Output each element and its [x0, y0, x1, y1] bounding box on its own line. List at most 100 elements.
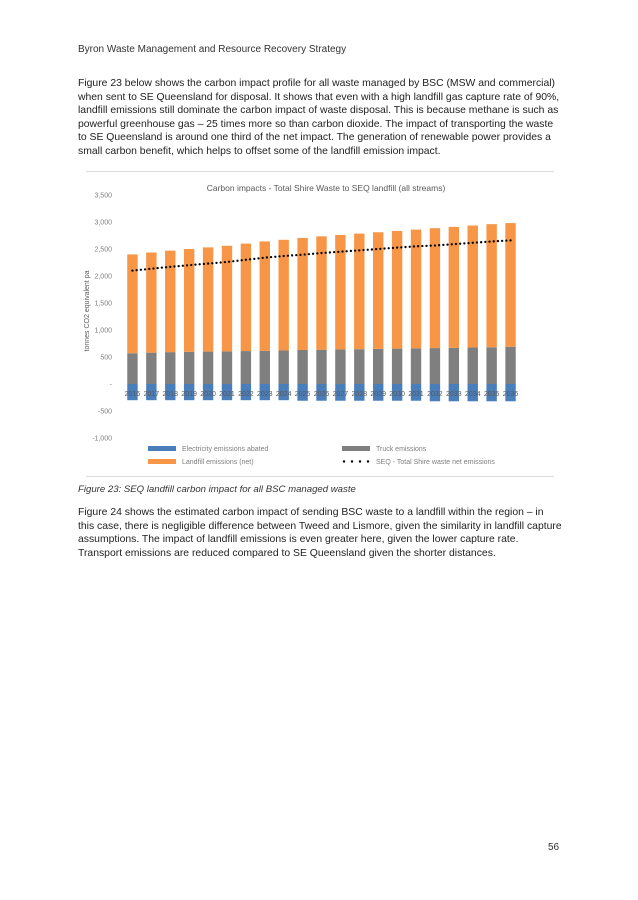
bar-landfill-emissions: [373, 232, 384, 349]
net-emissions-dot: [135, 269, 138, 272]
bar-electricity-abated: [410, 384, 422, 401]
bar-electricity-abated: [297, 384, 308, 401]
net-emissions-dot: [442, 243, 445, 247]
x-tick-label: 2034: [465, 391, 481, 398]
net-emissions-dot: [429, 244, 432, 247]
bar-landfill-emissions: [429, 228, 441, 349]
net-emissions-dot: [202, 262, 206, 266]
net-emissions-dot: [471, 241, 474, 244]
bar-landfill-emissions: [354, 233, 365, 350]
net-emissions-dot: [505, 239, 508, 242]
paragraph-regional: Figure 24 shows the estimated carbon imp…: [78, 507, 562, 559]
bar-truck-emissions: [373, 348, 384, 384]
net-emissions-dot: [185, 264, 189, 267]
net-emissions-dot: [337, 250, 340, 253]
x-tick-label: 2031: [408, 391, 424, 398]
y-tick-label: 3,500: [94, 193, 112, 200]
bar-truck-emissions: [183, 351, 195, 384]
net-emissions-dot: [379, 247, 382, 250]
legend-label: SEQ - Total Shire waste net emissions: [376, 459, 495, 466]
legend-swatch-dot: [342, 460, 346, 463]
y-tick-label: -1,000: [92, 436, 112, 443]
legend-label: Landfill emissions (net): [182, 459, 254, 466]
net-emissions-dot: [484, 240, 487, 244]
y-tick-label: 2,000: [94, 274, 112, 281]
x-tick-label: 2032: [427, 391, 443, 398]
carbon-impact-chart: Carbon impacts - Total Shire Waste to SE…: [84, 171, 554, 477]
bar-truck-emissions: [278, 350, 289, 384]
net-emissions-dot: [164, 266, 168, 269]
bar-truck-emissions: [202, 351, 214, 384]
bar-landfill-emissions: [335, 234, 346, 350]
x-tick-label: 2025: [295, 391, 311, 398]
bar-truck-emissions: [146, 352, 157, 384]
net-emissions-dot: [261, 256, 264, 260]
net-emissions-dot: [362, 248, 365, 252]
net-emissions-dot: [190, 263, 193, 267]
net-emissions-dot: [248, 258, 252, 261]
page-header: Byron Waste Management and Resource Reco…: [78, 44, 347, 55]
legend-swatch-dot: [366, 460, 370, 463]
bar-landfill-emissions: [410, 229, 422, 349]
bar-landfill-emissions: [467, 225, 478, 348]
x-tick-label: 2019: [181, 391, 197, 398]
x-tick-label: 2022: [238, 391, 254, 398]
net-emissions-dot: [408, 245, 411, 248]
bar-truck-emissions: [316, 349, 327, 384]
x-tick-label: 2016: [125, 391, 141, 398]
y-axis-label: tonnes CO2 equivalent pa: [84, 270, 91, 351]
bar-truck-emissions: [335, 349, 346, 384]
x-axis-ticks: 2016 2017 2018 2019 2020 2021 2022 2023 2024 2025…: [125, 391, 519, 398]
legend-label: Truck emissions: [376, 446, 427, 453]
bar-electricity-abated: [354, 384, 365, 401]
legend-swatch: [342, 446, 370, 451]
net-emissions-dot: [412, 245, 416, 248]
bar-electricity-abated: [259, 384, 270, 401]
net-emissions-dot: [139, 268, 143, 271]
bar-truck-emissions: [259, 350, 270, 384]
net-emissions-dot: [416, 245, 420, 248]
net-emissions-dot: [324, 251, 327, 254]
net-emissions-dot: [446, 243, 449, 246]
paragraph-intro: Figure 23 below shows the carbon impact …: [78, 78, 560, 157]
x-tick-label: 2026: [314, 391, 330, 398]
bar-electricity-abated: [448, 384, 460, 402]
x-tick-label: 2033: [446, 391, 462, 398]
net-emissions-dot: [370, 248, 374, 251]
net-emissions-dot: [303, 253, 306, 256]
net-emissions-dot: [194, 263, 197, 266]
legend-swatch: [148, 446, 176, 451]
y-tick-label: 3,000: [94, 220, 112, 227]
bar-electricity-abated: [505, 384, 516, 402]
net-emissions-dot: [236, 259, 239, 262]
net-emissions-dot: [311, 252, 315, 255]
x-tick-label: 2027: [333, 391, 349, 398]
x-tick-label: 2020: [200, 391, 216, 398]
bar-landfill-emissions: [278, 239, 289, 351]
net-emissions-dot: [177, 264, 180, 268]
net-emissions-dot: [286, 254, 290, 257]
net-emissions-dot: [421, 244, 424, 248]
bar-electricity-abated: [373, 384, 384, 401]
net-emissions-dot: [437, 244, 441, 247]
bar-truck-emissions: [448, 347, 460, 384]
net-emissions-dot: [274, 255, 277, 258]
y-tick-label: 1,000: [94, 328, 112, 335]
legend-label: Electricity emissions abated: [182, 446, 268, 453]
bar-landfill-emissions: [202, 247, 214, 352]
x-tick-label: 2017: [144, 391, 160, 398]
x-tick-label: 2029: [370, 391, 386, 398]
net-emissions-dot: [492, 240, 495, 243]
net-emissions-dot: [345, 250, 348, 253]
net-emissions-dot: [131, 269, 134, 272]
bar-landfill-emissions: [259, 241, 270, 351]
bar-electricity-abated: [221, 384, 233, 401]
x-tick-label: 2036: [503, 391, 519, 398]
net-emissions-dot: [299, 253, 302, 256]
x-tick-label: 2018: [162, 391, 178, 398]
net-emissions-dot: [467, 241, 470, 245]
bar-electricity-abated: [391, 384, 403, 401]
bar-landfill-emissions: [448, 226, 460, 348]
bar-truck-emissions: [240, 351, 252, 384]
y-tick-label: 500: [100, 355, 112, 362]
